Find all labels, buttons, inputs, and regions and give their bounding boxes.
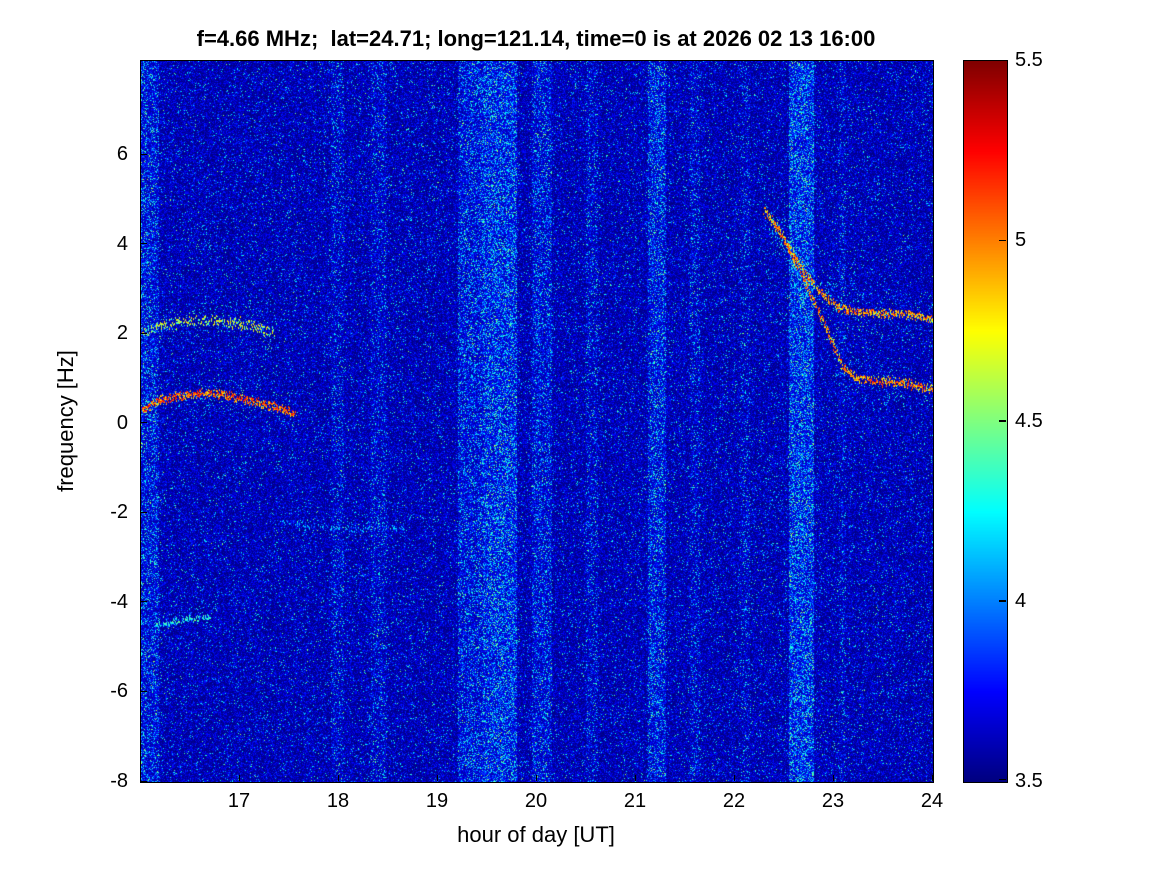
y-tick-mark [141, 422, 147, 424]
y-tick-mark [141, 153, 147, 155]
y-tick-mark [141, 780, 147, 782]
colorbar-tick-label: 5.5 [1015, 49, 1043, 71]
x-tick-mark [535, 775, 537, 781]
y-tick-label: -4 [110, 590, 128, 613]
y-tick-label: 2 [116, 322, 128, 345]
x-tick-label: 22 [722, 790, 746, 812]
x-tick-label: 18 [326, 790, 350, 812]
x-tick-label: 23 [821, 790, 845, 812]
x-tick-label: 21 [623, 790, 647, 812]
x-tick-mark [436, 775, 438, 781]
y-tick-mark [141, 243, 147, 245]
y-tick-label: 0 [116, 411, 128, 434]
colorbar-tick-label: 4 [1015, 589, 1027, 612]
x-tick-label: 24 [920, 790, 944, 812]
plot-area [140, 60, 934, 783]
x-tick-label: 19 [425, 790, 449, 812]
y-tick-label: -2 [110, 501, 128, 524]
y-tick-mark [141, 690, 147, 692]
colorbar-tick-mark [999, 59, 1006, 61]
y-tick-mark [141, 511, 147, 513]
colorbar-tick-mark [999, 600, 1006, 602]
x-tick-mark [733, 775, 735, 781]
x-tick-mark [337, 775, 339, 781]
x-tick-mark [238, 775, 240, 781]
colorbar-tick-label: 3.5 [1015, 770, 1043, 792]
y-tick-label: 4 [116, 232, 128, 255]
chart-title: f=4.66 MHz; lat=24.71; long=121.14, time… [196, 26, 876, 51]
y-tick-mark [141, 332, 147, 334]
y-tick-label: 6 [116, 143, 128, 166]
x-axis-label: hour of day [UT] [457, 822, 615, 847]
y-tick-label: -6 [110, 680, 128, 703]
y-tick-mark [141, 601, 147, 603]
x-tick-label: 17 [227, 790, 251, 812]
colorbar-tick-label: 4.5 [1015, 409, 1043, 432]
y-tick-label: -8 [110, 770, 128, 792]
colorbar [963, 60, 1008, 783]
spectrogram-canvas [141, 61, 933, 782]
x-tick-label: 20 [524, 790, 548, 812]
colorbar-tick-mark [999, 239, 1006, 242]
colorbar-tick-label: 5 [1015, 229, 1027, 252]
x-tick-mark [634, 775, 636, 781]
x-tick-mark [931, 775, 933, 781]
x-tick-mark [832, 775, 834, 781]
colorbar-canvas [964, 61, 1007, 782]
colorbar-tick-mark [999, 778, 1006, 780]
colorbar-tick-mark [999, 420, 1006, 422]
